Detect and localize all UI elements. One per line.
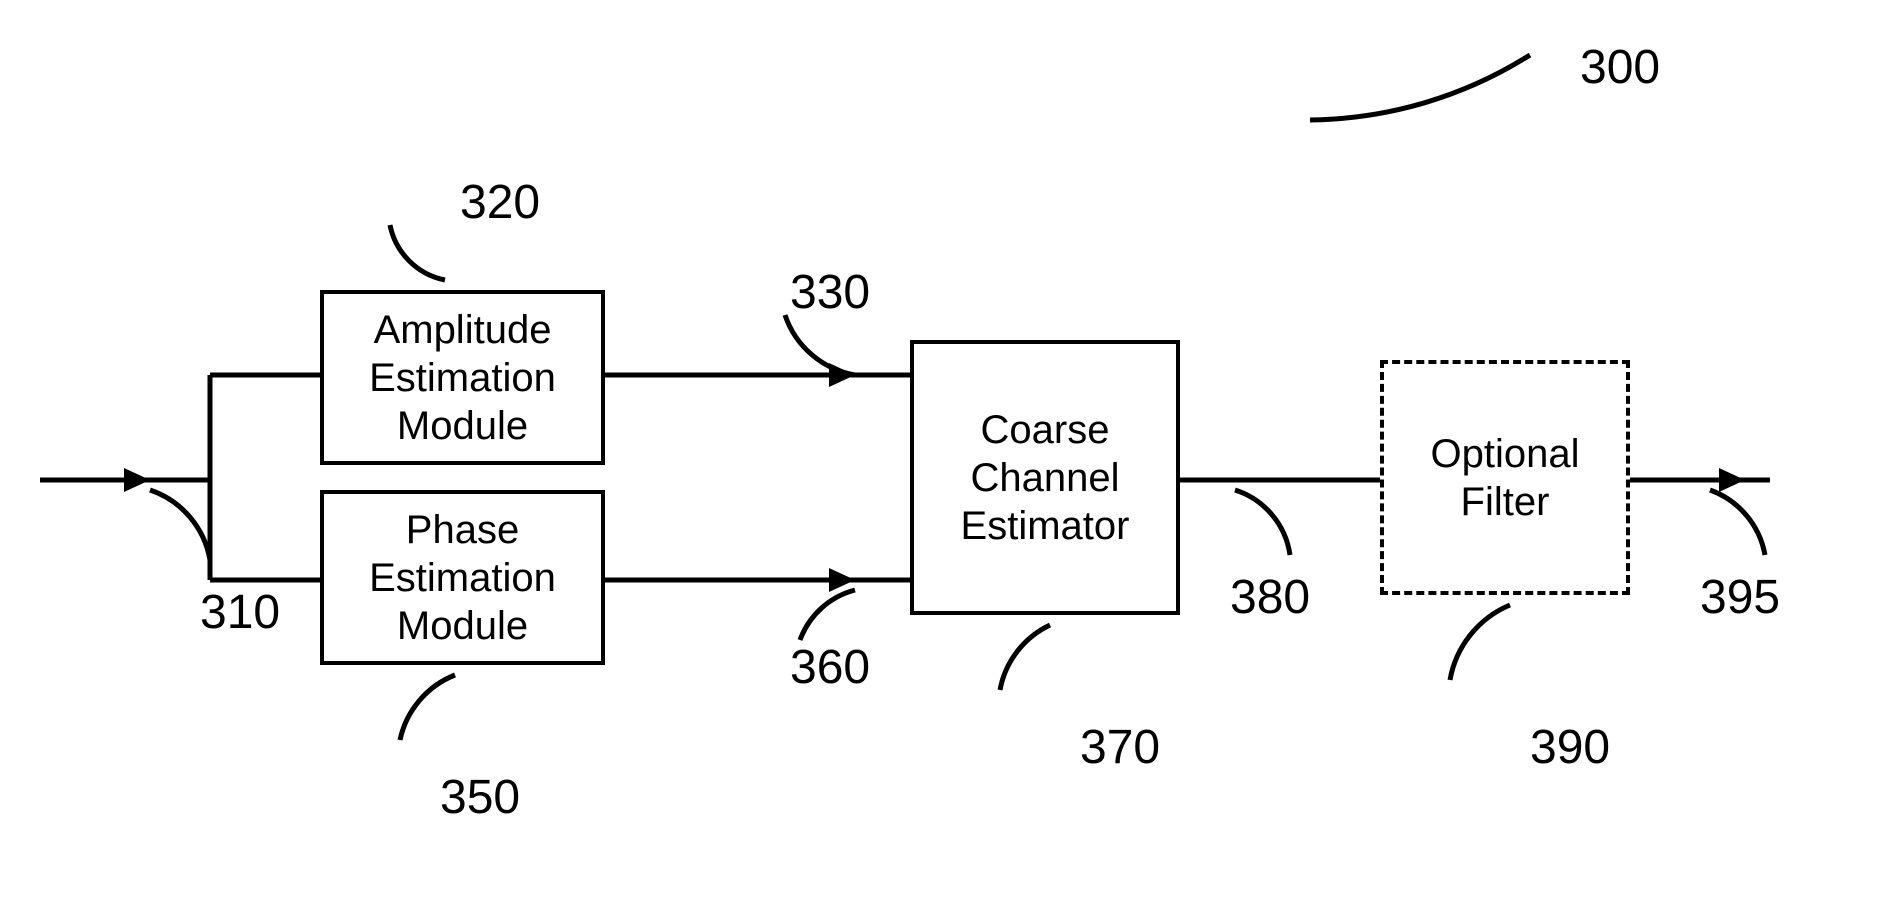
ref-label-390: 390	[1530, 720, 1610, 775]
ref-label-320: 320	[460, 175, 540, 230]
ref-label-330: 330	[790, 265, 870, 320]
ref-label-300: 300	[1580, 40, 1660, 95]
diagram-stage: Amplitude Estimation Module Phase Estima…	[0, 0, 1880, 903]
ref-label-370: 370	[1080, 720, 1160, 775]
ref-label-360: 360	[790, 640, 870, 695]
ref-label-380: 380	[1230, 570, 1310, 625]
ref-label-350: 350	[440, 770, 520, 825]
ref-label-310: 310	[200, 585, 280, 640]
ref-label-395: 395	[1700, 570, 1780, 625]
